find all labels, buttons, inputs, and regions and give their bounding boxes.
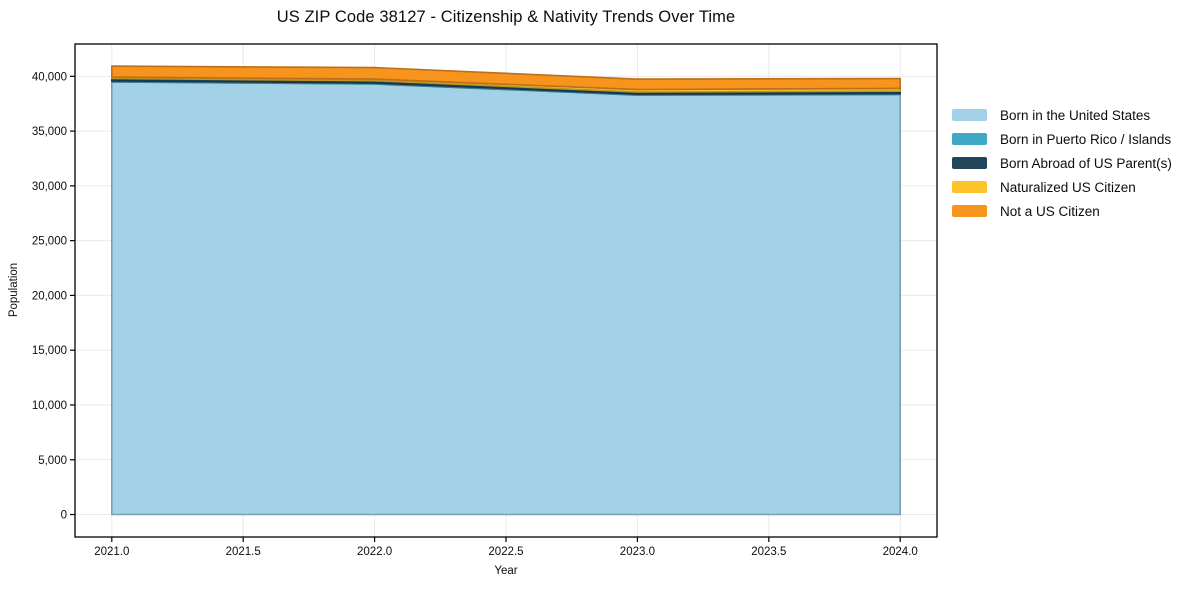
legend-swatch-not-citizen — [952, 205, 987, 217]
y-tick-label: 10,000 — [32, 400, 67, 412]
y-tick-label: 20,000 — [32, 290, 67, 302]
y-tick-label: 25,000 — [32, 236, 67, 248]
x-tick-label: 2022.5 — [488, 546, 523, 558]
x-tick-label: 2022.0 — [357, 546, 392, 558]
legend-label: Born in the United States — [1000, 107, 1151, 123]
legend-swatch-born-us — [952, 109, 987, 121]
x-tick-label: 2023.0 — [620, 546, 655, 558]
y-tick-label: 35,000 — [32, 126, 67, 138]
legend-item: Born Abroad of US Parent(s) — [952, 151, 1172, 175]
y-tick-label: 0 — [61, 510, 67, 522]
y-axis-label: Population — [8, 262, 20, 318]
legend-label: Born Abroad of US Parent(s) — [1000, 155, 1172, 171]
legend-swatch-naturalized — [952, 181, 987, 193]
x-axis-label: Year — [494, 565, 518, 577]
legend-item: Naturalized US Citizen — [952, 175, 1172, 199]
legend-swatch-born-abroad — [952, 157, 987, 169]
legend-item: Born in Puerto Rico / Islands — [952, 127, 1172, 151]
x-tick-label: 2021.5 — [226, 546, 261, 558]
x-tick-label: 2021.0 — [94, 546, 129, 558]
y-tick-label: 5,000 — [38, 455, 67, 467]
area-series-4 — [111, 65, 901, 91]
legend-swatch-puerto-rico — [952, 133, 987, 145]
legend-item: Born in the United States — [952, 103, 1172, 127]
chart-title: US ZIP Code 38127 - Citizenship & Nativi… — [276, 8, 736, 26]
legend-label: Naturalized US Citizen — [1000, 179, 1136, 195]
legend-label: Not a US Citizen — [1000, 203, 1100, 219]
x-tick-label: 2024.0 — [883, 546, 918, 558]
y-tick-label: 40,000 — [32, 71, 67, 83]
x-tick-label: 2023.5 — [751, 546, 786, 558]
legend-item: Not a US Citizen — [952, 199, 1172, 223]
y-tick-label: 15,000 — [32, 345, 67, 357]
area-series-0 — [111, 81, 901, 516]
legend-label: Born in Puerto Rico / Islands — [1000, 131, 1172, 147]
legend: Born in the United States Born in Puerto… — [952, 103, 1172, 223]
y-tick-label: 30,000 — [32, 181, 67, 193]
